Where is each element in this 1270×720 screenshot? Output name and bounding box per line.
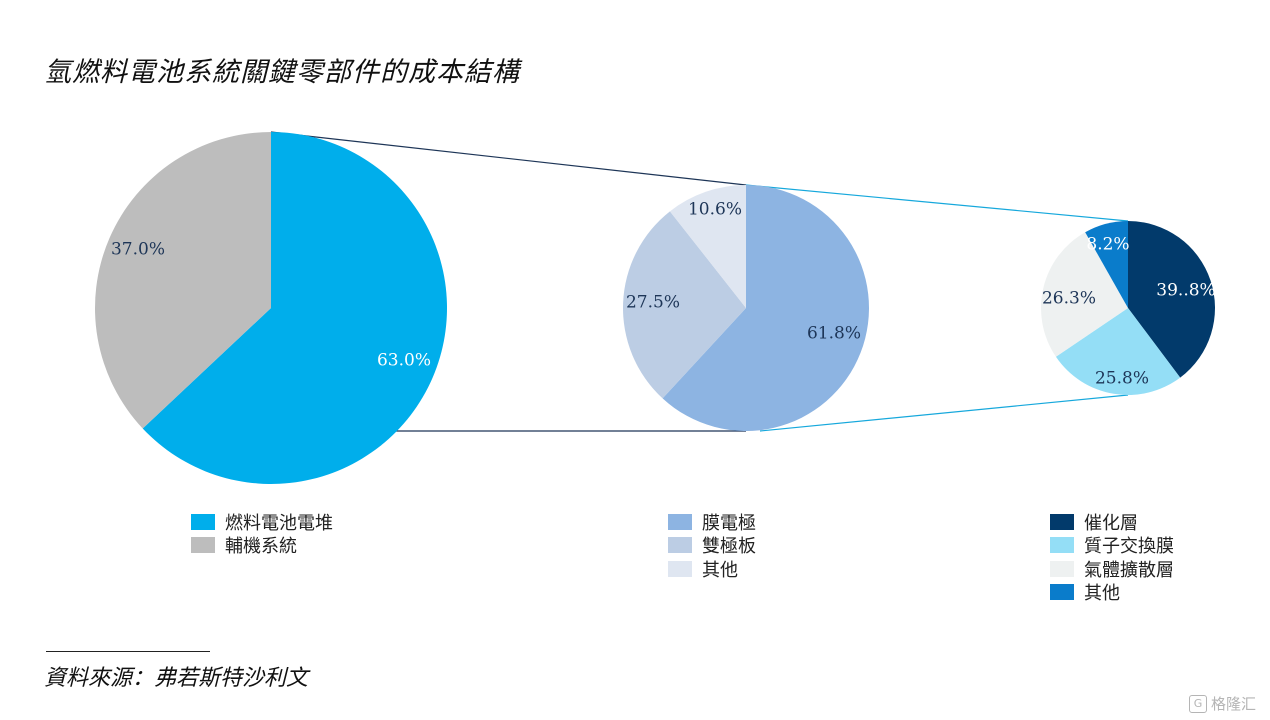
pie-chart-1: 63.0% 37.0% [95, 132, 447, 484]
slice-value-label: 37.0% [111, 240, 165, 260]
legend-item: 其他 [668, 557, 756, 581]
pie-slice [623, 211, 746, 399]
slice-value-label: 8.2% [1086, 235, 1129, 255]
legend-swatch [668, 513, 692, 530]
legend-stack: 膜電極 雙極板 其他 [668, 510, 756, 581]
slice-value-label: 26.3% [1042, 289, 1096, 309]
legend-swatch [668, 537, 692, 554]
legend-swatch [1050, 560, 1074, 577]
slice-value-label: 61.8% [807, 324, 861, 344]
legend-item: 催化層 [1050, 510, 1174, 534]
watermark-text: 格隆汇 [1210, 695, 1256, 713]
legend-item: 膜電極 [668, 510, 756, 534]
pie-slice [1085, 221, 1128, 308]
slice-value-label: 63.0% [377, 351, 431, 371]
source-divider [46, 651, 210, 652]
slice-value-label: 39..8% [1156, 281, 1215, 301]
legend-fuel-cell-system: 燃料電池電堆 輔機系統 [191, 510, 333, 557]
legend-membrane-electrode: 催化層 質子交換膜 氣體擴散層 其他 [1050, 510, 1174, 604]
legend-item: 雙極板 [668, 534, 756, 558]
connector-line [270, 131, 747, 186]
legend-swatch [191, 513, 215, 530]
legend-label: 氣體擴散層 [1084, 559, 1174, 581]
legend-label: 質子交換膜 [1084, 536, 1174, 558]
legend-label: 膜電極 [702, 512, 756, 534]
legend-swatch [1050, 584, 1074, 601]
legend-item: 其他 [1050, 581, 1174, 605]
legend-label: 其他 [1084, 583, 1120, 605]
legend-label: 催化層 [1084, 512, 1138, 534]
pie-slice [1041, 232, 1128, 357]
watermark-logo-icon: G [1188, 694, 1207, 713]
legend-item: 輔機系統 [191, 534, 333, 558]
slice-value-label: 25.8% [1095, 369, 1149, 389]
pie-slice [95, 132, 271, 429]
legend-label: 燃料電池電堆 [225, 512, 333, 534]
chart-title: 氫燃料電池系統關鍵零部件的成本結構 [44, 57, 520, 88]
legend-swatch [191, 537, 215, 554]
pie-chart-3: 39..8% 25.8% 26.3% 8.2% [1041, 221, 1216, 396]
pie-slice [142, 132, 447, 484]
pie-chart-2: 61.8% 27.5% 10.6% [623, 185, 869, 431]
legend-label: 其他 [702, 559, 738, 581]
legend-swatch [1050, 537, 1074, 554]
pie-slice [669, 185, 746, 308]
legend-swatch [668, 560, 692, 577]
pie-slice [662, 185, 869, 431]
legend-swatch [1050, 513, 1074, 530]
connector-line [745, 184, 1129, 222]
legend-label: 雙極板 [702, 536, 756, 558]
pie-slice [1055, 308, 1181, 396]
legend-item: 質子交換膜 [1050, 534, 1174, 558]
slice-value-label: 10.6% [688, 200, 742, 220]
legend-item: 氣體擴散層 [1050, 557, 1174, 581]
connector-line [759, 394, 1129, 432]
legend-label: 輔機系統 [225, 536, 297, 558]
legend-item: 燃料電池電堆 [191, 510, 333, 534]
slice-value-label: 27.5% [626, 293, 680, 313]
watermark: G 格隆汇 [1188, 693, 1256, 714]
source-note: 資料來源：弗若斯特沙利文 [44, 666, 309, 691]
pie-slice [1128, 221, 1215, 378]
